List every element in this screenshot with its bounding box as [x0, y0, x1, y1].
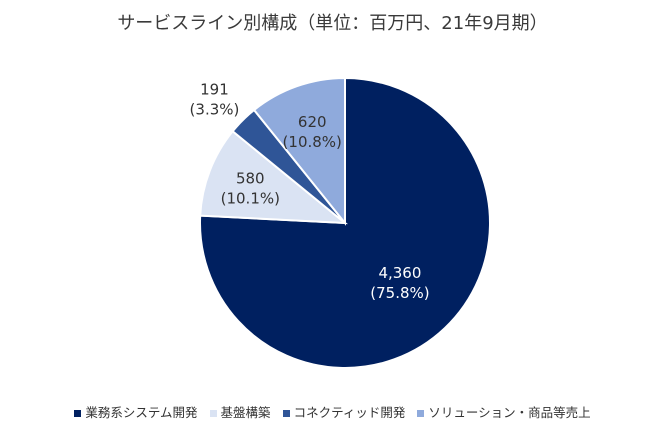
legend-swatch-1 [74, 409, 82, 417]
legend-item-3: コネクティッド開発 [282, 404, 406, 422]
data-label-value-2: 580 [236, 169, 265, 187]
pie-slice-4 [252, 76, 346, 226]
data-label-value-4: 620 [298, 113, 327, 131]
data-label-value-3: 191 [200, 81, 229, 99]
legend-swatch-3 [282, 409, 290, 417]
legend: 業務系システム開発 基盤構築 コネクティッド開発 ソリューション・商品等売上 [0, 404, 665, 422]
legend-item-2: 基盤構築 [209, 404, 271, 422]
data-label-percent-1: (75.8%) [370, 284, 429, 302]
legend-swatch-4 [417, 409, 425, 417]
legend-label-4: ソリューション・商品等売上 [428, 405, 591, 420]
data-label-value-1: 4,360 [378, 264, 421, 282]
legend-item-4: ソリューション・商品等売上 [417, 404, 591, 422]
data-label-percent-4: (10.8%) [283, 133, 342, 151]
legend-label-1: 業務系システム開発 [85, 405, 198, 420]
pie-slice-2 [199, 129, 348, 225]
data-label-percent-3: (3.3%) [190, 101, 240, 119]
legend-swatch-2 [209, 409, 217, 417]
legend-label-3: コネクティッド開発 [293, 405, 406, 420]
chart-title: サービスライン別構成（単位：百万円、21年9月期） [117, 13, 548, 34]
data-label-percent-2: (10.1%) [221, 189, 280, 207]
legend-item-1: 業務系システム開発 [74, 404, 198, 422]
legend-label-2: 基盤構築 [220, 405, 271, 420]
